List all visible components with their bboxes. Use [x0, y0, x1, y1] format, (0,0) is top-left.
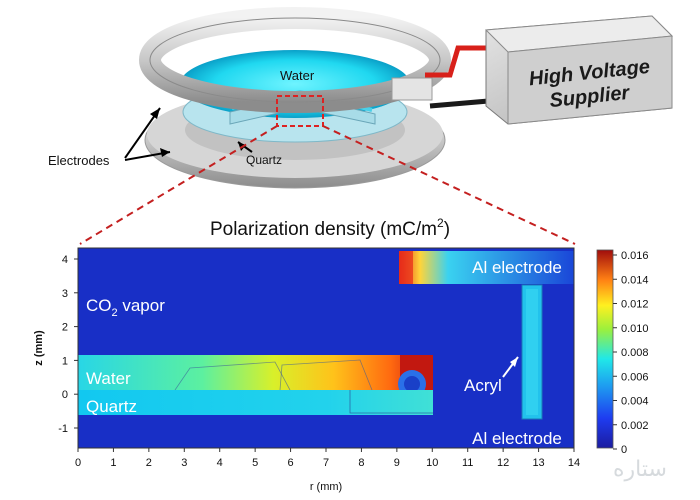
colorbar-tick-label: 0.002: [621, 420, 649, 432]
co2-vapor-label: CO2 vapor: [86, 296, 165, 319]
plot-title: Polarization density (mC/m2): [210, 216, 450, 240]
y-tick-label: 2: [62, 322, 68, 334]
colorbar-tick-label: 0.016: [621, 250, 649, 262]
colorbar-tick-label: 0.006: [621, 371, 649, 383]
x-tick-label: 12: [497, 457, 509, 469]
zoom-box: [276, 95, 324, 127]
y-axis: 4 3 2 1 0 -1: [58, 254, 78, 435]
quartz-region: [78, 390, 433, 415]
colorbar-tick-label: 0: [621, 444, 627, 456]
x-tick-label: 4: [217, 457, 223, 469]
x-axis: 0 1 2 3 4 5 6 7 8 9 10 11 12 13 14: [75, 448, 580, 469]
quartz-label: Quartz: [246, 153, 282, 167]
watermark: ستاره: [613, 457, 667, 482]
colorbar-tick-label: 0.004: [621, 396, 649, 408]
x-tick-label: 11: [462, 457, 473, 469]
x-tick-label: 9: [394, 457, 400, 469]
al-electrode-bottom-label: Al electrode: [472, 429, 562, 448]
colorbar-tick-label: 0.008: [621, 347, 649, 359]
y-tick-label: 3: [62, 288, 68, 300]
x-tick-label: 14: [568, 457, 580, 469]
acryl-label: Acryl: [464, 376, 502, 395]
y-tick-label: -1: [58, 423, 68, 435]
al-electrode-top-label: Al electrode: [472, 258, 562, 277]
x-tick-label: 8: [358, 457, 364, 469]
colorbar-tick-label: 0.010: [621, 323, 649, 335]
zoom-line-right: [322, 125, 576, 245]
colorbar: 0.016 0.014 0.012 0.010 0.008 0.006 0.004 0.002…: [596, 249, 649, 456]
device-illustration: High Voltage Supplier Water Electrodes Q…: [48, 7, 674, 245]
quartz-region-label: Quartz: [86, 397, 137, 416]
polarization-plot: Al electrode CO2 vapor Water Quartz Acry…: [33, 247, 580, 493]
x-tick-label: 10: [426, 457, 438, 469]
water-region: [78, 355, 433, 390]
zoom-line-left: [79, 125, 278, 245]
x-tick-label: 6: [288, 457, 294, 469]
x-tick-label: 1: [110, 457, 116, 469]
electrodes-label: Electrodes: [48, 153, 110, 168]
colorbar-gradient: [596, 249, 614, 449]
x-tick-label: 5: [252, 457, 258, 469]
x-tick-label: 2: [146, 457, 152, 469]
y-tick-label: 1: [62, 355, 68, 367]
x-tick-label: 13: [532, 457, 544, 469]
water-label: Water: [280, 68, 315, 83]
y-axis-label: z (mm): [33, 330, 45, 366]
x-tick-label: 7: [323, 457, 329, 469]
x-axis-label: r (mm): [310, 481, 342, 493]
red-wire: [425, 45, 486, 78]
colorbar-tick-label: 0.012: [621, 299, 649, 311]
al-electrode-top: [399, 251, 574, 284]
y-tick-label: 4: [62, 254, 68, 266]
y-tick-label: 0: [62, 389, 68, 401]
x-tick-label: 3: [181, 457, 187, 469]
colorbar-tick-label: 0.014: [621, 274, 649, 286]
water-region-label: Water: [86, 369, 131, 388]
x-tick-label: 0: [75, 457, 81, 469]
